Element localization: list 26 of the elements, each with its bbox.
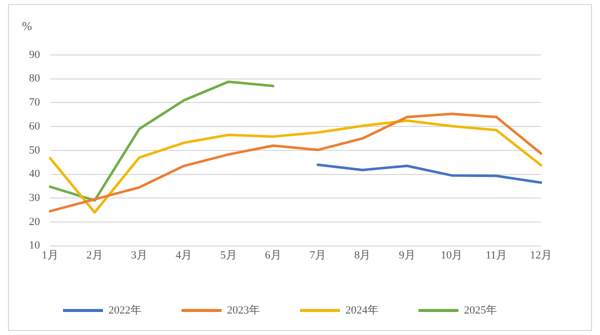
x-tick-label: 12月	[530, 249, 552, 262]
x-tick-label: 5月	[220, 249, 237, 262]
y-tick-label: 90	[29, 48, 40, 61]
y-axis-title: %	[22, 19, 32, 34]
x-tick-label: 9月	[398, 249, 416, 262]
y-tick-label: 50	[29, 144, 40, 156]
legend-label: 2022年	[108, 304, 142, 316]
y-tick-label: 10	[29, 240, 40, 252]
legend-label: 2024年	[346, 304, 378, 316]
y-tick-label: 20	[29, 216, 40, 228]
x-tick-label: 10月	[440, 249, 463, 262]
x-tick-label: 2月	[86, 249, 103, 262]
y-tick-label: 60	[29, 120, 40, 132]
y-tick-label: 30	[29, 192, 40, 204]
y-tick-label: 80	[29, 72, 40, 85]
x-tick-label: 4月	[176, 249, 192, 262]
x-tick-label: 11月	[486, 249, 508, 262]
x-tick-label: 7月	[310, 249, 326, 262]
x-tick-label: 3月	[131, 249, 148, 262]
y-tick-label: 70	[29, 96, 40, 109]
legend-label: 2025年	[464, 304, 497, 316]
x-tick-label: 1月	[42, 249, 58, 262]
x-tick-label: 6月	[264, 249, 282, 262]
x-tick-label: 8月	[354, 249, 371, 262]
legend-label: 2023年	[227, 304, 260, 316]
y-tick-label: 40	[29, 168, 40, 180]
